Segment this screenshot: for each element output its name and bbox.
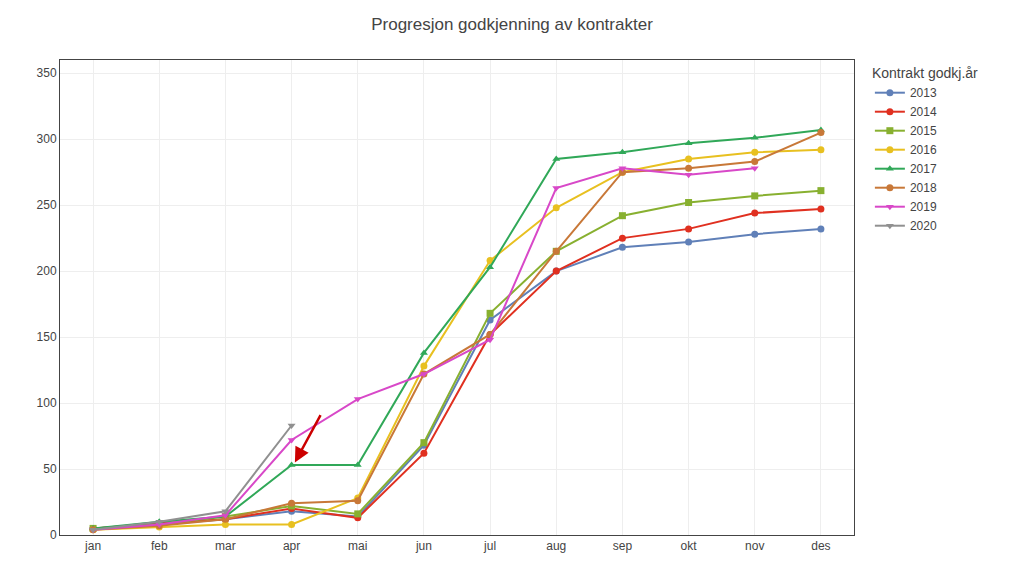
svg-text:aug: aug <box>546 539 566 553</box>
svg-text:150: 150 <box>37 330 57 344</box>
svg-text:2014: 2014 <box>910 105 937 119</box>
svg-text:des: des <box>811 539 830 553</box>
svg-text:okt: okt <box>681 539 698 553</box>
svg-text:apr: apr <box>283 539 300 553</box>
svg-text:2019: 2019 <box>910 200 937 214</box>
svg-text:jan: jan <box>84 539 101 553</box>
svg-text:100: 100 <box>37 396 57 410</box>
svg-text:350: 350 <box>37 66 57 80</box>
svg-text:0: 0 <box>50 528 57 542</box>
svg-text:mai: mai <box>348 539 367 553</box>
svg-text:200: 200 <box>37 264 57 278</box>
svg-text:jun: jun <box>415 539 432 553</box>
svg-text:300: 300 <box>37 132 57 146</box>
svg-text:2018: 2018 <box>910 181 937 195</box>
svg-text:250: 250 <box>37 198 57 212</box>
svg-text:Kontrakt godkj.år: Kontrakt godkj.år <box>872 65 978 81</box>
svg-text:2013: 2013 <box>910 86 937 100</box>
svg-text:feb: feb <box>151 539 168 553</box>
svg-text:mar: mar <box>215 539 236 553</box>
svg-text:2017: 2017 <box>910 162 937 176</box>
svg-text:nov: nov <box>745 539 764 553</box>
svg-text:2016: 2016 <box>910 143 937 157</box>
svg-text:2015: 2015 <box>910 124 937 138</box>
svg-text:2020: 2020 <box>910 219 937 233</box>
svg-text:sep: sep <box>613 539 633 553</box>
svg-text:jul: jul <box>483 539 496 553</box>
svg-text:50: 50 <box>43 462 57 476</box>
svg-text:Progresjon godkjenning av kont: Progresjon godkjenning av kontrakter <box>371 15 653 34</box>
